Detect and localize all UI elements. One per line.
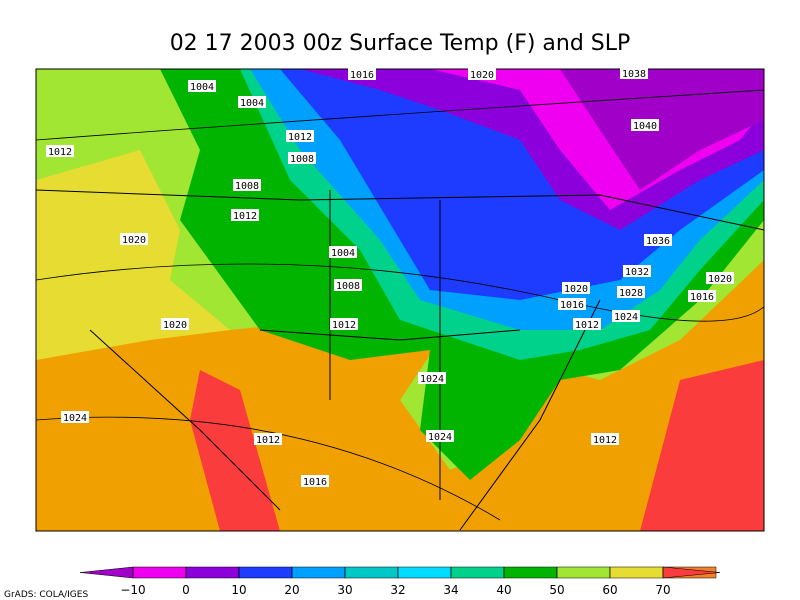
isobar-label: 1032 — [625, 267, 649, 278]
isobar-label-box — [562, 282, 590, 294]
isobar-label-box — [418, 372, 446, 384]
isobar-label-box — [612, 310, 640, 322]
isobar-label: 1016 — [350, 70, 374, 81]
colorbar-label: 30 — [337, 583, 352, 597]
colorbar-segment — [556, 566, 611, 579]
isobar-label: 1020 — [470, 70, 494, 81]
isobar-label-box — [238, 96, 266, 108]
isobar-label-box — [231, 209, 259, 221]
isobar-label: 1016 — [560, 300, 584, 311]
isobar-label-box — [468, 68, 496, 80]
colorbar-label: 0 — [182, 583, 190, 597]
isobar-label: 1008 — [336, 281, 360, 292]
colorbar-label: 70 — [655, 583, 670, 597]
isobar-labels: 1004 1004 1012 1008 1008 1012 1004 1008 1012 1012… — [46, 67, 734, 488]
isobar-label-box — [254, 433, 282, 445]
colorbar-label: 20 — [284, 583, 299, 597]
colorbar-cap — [79, 566, 134, 579]
isobar-label: 1036 — [646, 236, 670, 247]
colorbar-label: 50 — [549, 583, 564, 597]
isobar-label-box — [426, 430, 454, 442]
isobar-label-box — [120, 233, 148, 245]
colorbar-segment — [344, 566, 399, 579]
isobar-label-box — [623, 265, 651, 277]
colorbar-segment — [609, 566, 664, 579]
isobar-label-box — [688, 290, 716, 302]
field — [640, 360, 764, 531]
isobar-label: 1024 — [614, 312, 638, 323]
colorbar-segment — [238, 566, 293, 579]
isobar-label-box — [288, 152, 316, 164]
colorbar: −10 0 10 20 30 32 34 40 50 60 70 — [79, 566, 721, 597]
isobar-label: 1024 — [428, 432, 452, 443]
isobar-label-box — [46, 145, 74, 157]
isobar-label-box — [591, 433, 619, 445]
isobar-label: 1012 — [233, 211, 257, 222]
isobar-label-box — [348, 68, 376, 80]
isobar-label: 1020 — [122, 235, 146, 246]
isobar-label-box — [330, 318, 358, 330]
isobar-label: 1004 — [331, 248, 355, 259]
isobar-label-box — [573, 318, 601, 330]
isobar-label-box — [334, 279, 362, 291]
isobar-label: 1040 — [633, 121, 657, 132]
colorbar-label: 32 — [390, 583, 405, 597]
isobar-label-box — [286, 130, 314, 142]
colorbar-label: −10 — [120, 583, 145, 597]
isobar-label-box — [188, 80, 216, 92]
isobar-label: 1038 — [622, 69, 646, 80]
boundary-line — [36, 189, 764, 531]
isobar-label: 1016 — [690, 292, 714, 303]
isobar-label: 1020 — [708, 274, 732, 285]
isobar-label-box — [644, 234, 672, 246]
colorbar-segment — [503, 566, 558, 579]
colorbar-label: 34 — [443, 583, 458, 597]
isobar-label: 1020 — [163, 320, 187, 331]
isobar-label-box — [620, 67, 648, 79]
colorbar-segment — [450, 566, 505, 579]
isobar-label: 1008 — [290, 154, 314, 165]
isobar-label: 1016 — [303, 477, 327, 488]
isobar-label: 1004 — [240, 98, 264, 109]
field — [560, 69, 764, 190]
colorbar-segment — [397, 566, 452, 579]
isobar-label-box — [706, 272, 734, 284]
isobar-label: 1028 — [619, 288, 643, 299]
isobar-label: 1012 — [575, 320, 599, 331]
title: 02 17 2003 00z Surface Temp (F) and SLP — [170, 31, 631, 56]
map-frame — [35, 68, 765, 532]
isobar-label-box — [558, 298, 586, 310]
isobar-label-box — [233, 179, 261, 191]
isobar-label: 1020 — [564, 284, 588, 295]
isobar-label: 1004 — [190, 82, 214, 93]
isobar-label-box — [161, 318, 189, 330]
isobar-label-box — [301, 475, 329, 487]
isobar-label-box — [617, 286, 645, 298]
isobar — [36, 89, 764, 521]
isobar-label-box — [61, 411, 89, 423]
isobar-label: 1012 — [288, 132, 312, 143]
colorbar-label: 10 — [231, 583, 246, 597]
colorbar-segment — [132, 566, 187, 579]
isobar-label: 1012 — [332, 320, 356, 331]
isobar-label: 1024 — [420, 374, 444, 385]
isobar-label: 1024 — [63, 413, 87, 424]
isobar-label: 1012 — [48, 147, 72, 158]
isobar-label-box — [329, 246, 357, 258]
map-area — [36, 69, 764, 531]
colorbar-label: 60 — [602, 583, 617, 597]
colorbar-segment — [291, 566, 346, 579]
isobar-label: 1012 — [256, 435, 280, 446]
colorbar-label: 40 — [496, 583, 511, 597]
colorbar-segment — [185, 566, 240, 579]
isobar-label: 1008 — [235, 181, 259, 192]
isobar-label-box — [631, 119, 659, 131]
credit: GrADS: COLA/IGES — [4, 590, 88, 600]
isobar-label: 1012 — [593, 435, 617, 446]
field — [190, 370, 280, 531]
